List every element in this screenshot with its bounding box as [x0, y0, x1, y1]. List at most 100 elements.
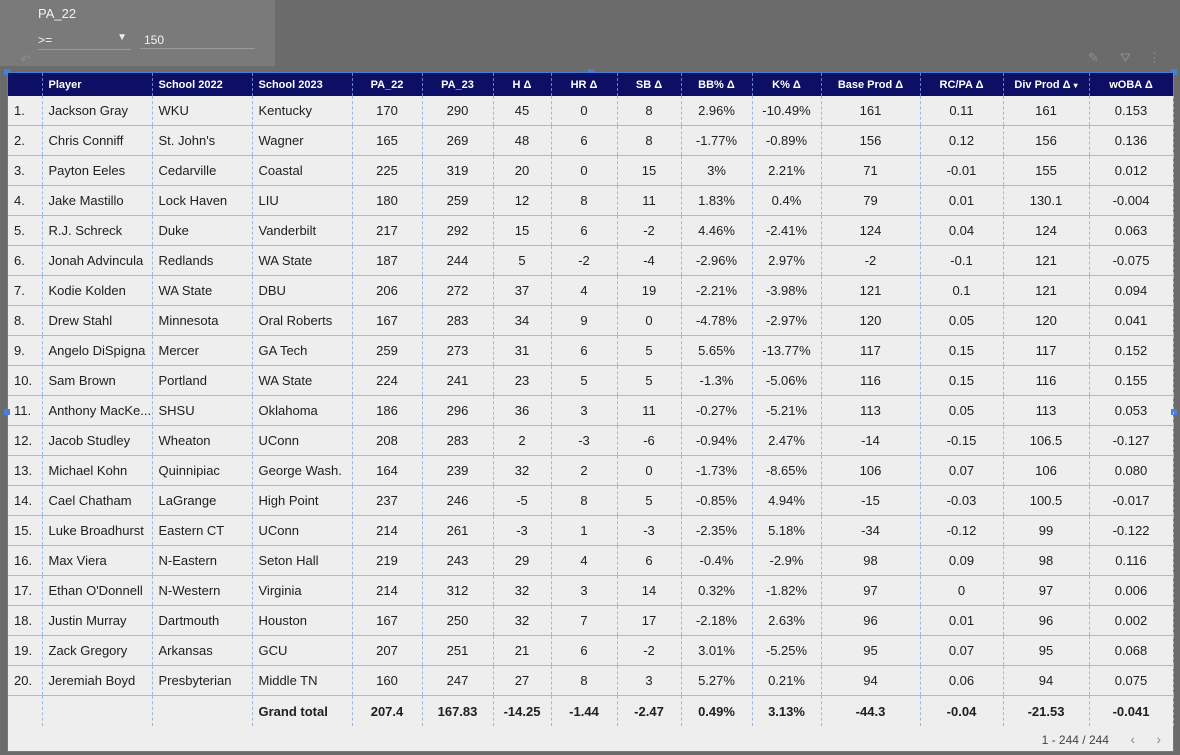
- header-base-prod-delta[interactable]: Base Prod Δ: [821, 73, 921, 96]
- hr-delta-cell: 4: [551, 545, 618, 576]
- table-row[interactable]: 5. R.J. Schreck Duke Vanderbilt 217 292 15 6 -2 4…: [8, 215, 1174, 246]
- row-index: 5.: [8, 215, 43, 246]
- table-row[interactable]: 17. Ethan O'Donnell N-Western Virginia 214 31…: [8, 575, 1174, 606]
- table-row[interactable]: 15. Luke Broadhurst Eastern CT UConn 214 261-…: [8, 515, 1174, 546]
- rc-pa-delta-cell: 0.01: [920, 185, 1004, 216]
- grand-total-k-pct-delta-cell: 3.13%: [752, 695, 822, 726]
- next-page-icon[interactable]: ›: [1156, 731, 1161, 747]
- table-row[interactable]: 1. Jackson Gray WKU Kentucky 170 290 45 0 8 2.96%…: [8, 96, 1174, 126]
- filter-operator-select[interactable]: >= ▼: [38, 32, 131, 50]
- base-prod-delta-cell: 71: [821, 155, 921, 186]
- h-delta-cell: 23: [493, 365, 552, 396]
- row-index: 20.: [8, 665, 43, 696]
- sb-delta-cell: 5: [617, 365, 682, 396]
- school-2022-cell: Lock Haven: [152, 185, 253, 216]
- resize-handle[interactable]: [588, 69, 594, 75]
- header-rc-pa-delta[interactable]: RC/PA Δ: [920, 73, 1004, 96]
- bb-pct-delta-cell: 5.65%: [681, 335, 753, 366]
- table-row[interactable]: 2. Chris Conniff St. John's Wagner 165 269 48 6…: [8, 125, 1174, 156]
- pa-23-cell: 272: [422, 275, 494, 306]
- resize-handle[interactable]: [1171, 409, 1177, 415]
- woba-delta-cell: -0.017: [1089, 485, 1174, 516]
- sb-delta-cell: 11: [617, 185, 682, 216]
- bb-pct-delta-cell: 2.96%: [681, 96, 753, 126]
- school-2023-cell: Houston: [252, 605, 353, 636]
- player-cell: Angelo DiSpigna: [42, 335, 153, 366]
- pa-23-cell: 273: [422, 335, 494, 366]
- bb-pct-delta-cell: 4.46%: [681, 215, 753, 246]
- header-player[interactable]: Player: [42, 73, 153, 96]
- h-delta-cell: 45: [493, 96, 552, 126]
- rc-pa-delta-cell: 0: [920, 575, 1004, 606]
- header-school-2023[interactable]: School 2023: [252, 73, 353, 96]
- header-bb-pct-delta[interactable]: BB% Δ: [681, 73, 753, 96]
- div-prod-delta-cell: 161: [1003, 96, 1090, 126]
- rc-pa-delta-cell: 0.06: [920, 665, 1004, 696]
- header-pa-22[interactable]: PA_22: [352, 73, 423, 96]
- header-woba-delta[interactable]: wOBA Δ: [1089, 73, 1174, 96]
- hr-delta-cell: 6: [551, 635, 618, 666]
- undo-icon[interactable]: ↶: [20, 52, 31, 67]
- div-prod-delta-cell: 124: [1003, 215, 1090, 246]
- woba-delta-cell: 0.075: [1089, 665, 1174, 696]
- school-2023-cell: George Wash.: [252, 455, 353, 486]
- table-row[interactable]: 6. Jonah Advincula Redlands WA State 187 244 5…: [8, 245, 1174, 276]
- sb-delta-cell: 5: [617, 485, 682, 516]
- table-row[interactable]: 9. Angelo DiSpigna Mercer GA Tech 259 273 31 6 5…: [8, 335, 1174, 366]
- header-hr-delta[interactable]: HR Δ: [551, 73, 618, 96]
- header-sb-delta[interactable]: SB Δ: [617, 73, 682, 96]
- h-delta-cell: 32: [493, 575, 552, 606]
- hr-delta-cell: 6: [551, 335, 618, 366]
- div-prod-delta-cell: 121: [1003, 245, 1090, 276]
- table-row[interactable]: 16. Max Viera N-Eastern Seton Hall 219 243 29 4…: [8, 545, 1174, 576]
- header-div-prod-delta[interactable]: Div Prod Δ ▾: [1003, 73, 1090, 96]
- header-school-2022[interactable]: School 2022: [152, 73, 253, 96]
- pa-22-cell: 167: [352, 605, 423, 636]
- table-row[interactable]: 4. Jake Mastillo Lock Haven LIU 180 259 12 8 11 1…: [8, 185, 1174, 216]
- resize-handle[interactable]: [4, 409, 10, 415]
- table-row[interactable]: 11. Anthony MacKe... SHSU Oklahoma 186 296 36 3…: [8, 395, 1174, 426]
- resize-handle[interactable]: [1171, 69, 1177, 75]
- grand-total-woba-delta-cell: -0.041: [1089, 695, 1174, 726]
- h-delta-cell: 20: [493, 155, 552, 186]
- header-pa-23[interactable]: PA_23: [422, 73, 494, 96]
- player-cell: Jeremiah Boyd: [42, 665, 153, 696]
- row-index: 11.: [8, 395, 43, 426]
- table-row[interactable]: 19. Zack Gregory Arkansas GCU 207 251 21 6 -2 3.0…: [8, 635, 1174, 666]
- school-2023-cell: GCU: [252, 635, 353, 666]
- resize-handle[interactable]: [4, 69, 10, 75]
- table-row[interactable]: 20. Jeremiah Boyd Presbyterian Middle TN 160…: [8, 665, 1174, 696]
- table-row[interactable]: 10. Sam Brown Portland WA State 224 241 23 5 5 -1…: [8, 365, 1174, 396]
- hr-delta-cell: 9: [551, 305, 618, 336]
- woba-delta-cell: -0.004: [1089, 185, 1174, 216]
- k-pct-delta-cell: -2.97%: [752, 305, 822, 336]
- pa-22-cell: 207: [352, 635, 423, 666]
- filter-icon[interactable]: ⛛: [1120, 50, 1131, 65]
- more-options-icon[interactable]: ⋮: [1148, 50, 1161, 65]
- filter-value-input[interactable]: 150: [140, 33, 255, 49]
- player-cell: Cael Chatham: [42, 485, 153, 516]
- k-pct-delta-cell: -5.25%: [752, 635, 822, 666]
- previous-page-icon[interactable]: ‹: [1130, 731, 1135, 747]
- pa-22-cell: 180: [352, 185, 423, 216]
- row-index: 9.: [8, 335, 43, 366]
- row-index: 8.: [8, 305, 43, 336]
- table-row[interactable]: 14. Cael Chatham LaGrange High Point 237 246-…: [8, 485, 1174, 516]
- grand-total-div-prod-delta-cell: -21.53: [1003, 695, 1090, 726]
- edit-icon[interactable]: ✎: [1088, 50, 1099, 65]
- table-row[interactable]: 8. Drew Stahl Minnesota Oral Roberts 167 283 3…: [8, 305, 1174, 336]
- hr-delta-cell: 8: [551, 665, 618, 696]
- filter-control[interactable]: PA_22 >= ▼ 150 ↶: [0, 0, 275, 67]
- k-pct-delta-cell: -13.77%: [752, 335, 822, 366]
- table-row[interactable]: 7. Kodie Kolden WA State DBU 206 272 37 4 19 -2.2…: [8, 275, 1174, 306]
- header-h-delta[interactable]: H Δ: [493, 73, 552, 96]
- header-k-pct-delta[interactable]: K% Δ: [752, 73, 822, 96]
- bb-pct-delta-cell: -0.27%: [681, 395, 753, 426]
- table-header-row: Player School 2022 School 2023 PA_22 PA_…: [8, 73, 1174, 96]
- table-row[interactable]: 18. Justin Murray Dartmouth Houston 167 250 32…: [8, 605, 1174, 636]
- table-chart[interactable]: Player School 2022 School 2023 PA_22 PA_…: [4, 69, 1177, 752]
- pa-23-cell: 250: [422, 605, 494, 636]
- table-row[interactable]: 13. Michael Kohn Quinnipiac George Wash. 164…: [8, 455, 1174, 486]
- table-row[interactable]: 12. Jacob Studley Wheaton UConn 208 283 2 -3 -6-…: [8, 425, 1174, 456]
- table-row[interactable]: 3. Payton Eeles Cedarville Coastal 225 319 20 0…: [8, 155, 1174, 186]
